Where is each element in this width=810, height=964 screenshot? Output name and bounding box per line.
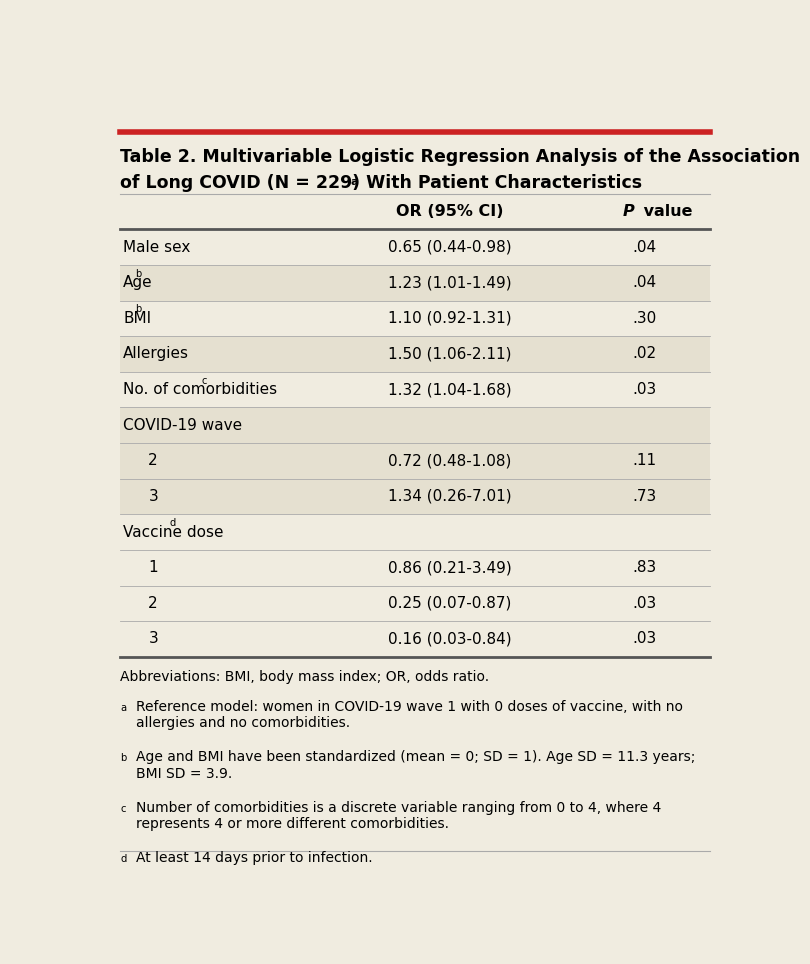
Bar <box>120 229 710 265</box>
Text: 2: 2 <box>148 453 158 469</box>
Text: 0.16 (0.03-0.84): 0.16 (0.03-0.84) <box>388 631 511 647</box>
Bar <box>120 265 710 301</box>
Text: .73: .73 <box>632 489 656 504</box>
Text: Abbreviations: BMI, body mass index; OR, odds ratio.: Abbreviations: BMI, body mass index; OR,… <box>120 670 489 684</box>
Text: b: b <box>135 269 141 279</box>
Bar <box>120 443 710 479</box>
Text: Age and BMI have been standardized (mean = 0; SD = 1). Age SD = 11.3 years;
BMI : Age and BMI have been standardized (mean… <box>136 750 695 781</box>
Text: .30: .30 <box>632 310 656 326</box>
Text: OR (95% CI): OR (95% CI) <box>396 204 503 219</box>
Bar <box>120 479 710 514</box>
Text: Allergies: Allergies <box>123 346 190 362</box>
Text: 2: 2 <box>148 596 158 611</box>
Text: Reference model: women in COVID-19 wave 1 with 0 doses of vaccine, with no
aller: Reference model: women in COVID-19 wave … <box>136 700 683 730</box>
Text: value: value <box>638 204 693 219</box>
Text: 0.25 (0.07-0.87): 0.25 (0.07-0.87) <box>388 596 511 611</box>
Bar <box>120 621 710 656</box>
Bar <box>120 514 710 549</box>
Text: Vaccine dose: Vaccine dose <box>123 524 224 540</box>
Bar <box>120 336 710 372</box>
Text: .11: .11 <box>632 453 656 469</box>
Text: 3: 3 <box>148 489 158 504</box>
Text: 0.65 (0.44-0.98): 0.65 (0.44-0.98) <box>388 240 511 254</box>
Text: b: b <box>120 753 126 763</box>
Text: b: b <box>135 305 141 314</box>
Text: 1.32 (1.04-1.68): 1.32 (1.04-1.68) <box>388 382 511 397</box>
Text: 3: 3 <box>148 631 158 647</box>
Text: .03: .03 <box>632 382 656 397</box>
Text: c: c <box>120 804 126 814</box>
Text: No. of comorbidities: No. of comorbidities <box>123 382 277 397</box>
Text: 1: 1 <box>148 560 158 576</box>
Text: 0.72 (0.48-1.08): 0.72 (0.48-1.08) <box>388 453 511 469</box>
Text: Age: Age <box>123 275 153 290</box>
Text: .04: .04 <box>632 240 656 254</box>
Text: .03: .03 <box>632 631 656 647</box>
Text: a: a <box>120 703 126 712</box>
Text: At least 14 days prior to infection.: At least 14 days prior to infection. <box>136 851 373 866</box>
Text: P: P <box>622 204 634 219</box>
Bar <box>120 585 710 621</box>
Bar <box>120 408 710 443</box>
Text: 1.34 (0.26-7.01): 1.34 (0.26-7.01) <box>388 489 511 504</box>
Text: .04: .04 <box>632 275 656 290</box>
Text: d: d <box>120 854 126 865</box>
Text: COVID-19 wave: COVID-19 wave <box>123 417 242 433</box>
Text: BMI: BMI <box>123 310 151 326</box>
Bar <box>120 372 710 408</box>
Text: of Long COVID (N = 229) With Patient Characteristics: of Long COVID (N = 229) With Patient Cha… <box>120 174 642 192</box>
Text: Male sex: Male sex <box>123 240 190 254</box>
Text: .03: .03 <box>632 596 656 611</box>
Text: Table 2. Multivariable Logistic Regression Analysis of the Association: Table 2. Multivariable Logistic Regressi… <box>120 148 800 167</box>
Text: 1.23 (1.01-1.49): 1.23 (1.01-1.49) <box>388 275 511 290</box>
Text: 1.50 (1.06-2.11): 1.50 (1.06-2.11) <box>388 346 511 362</box>
Text: 1.10 (0.92-1.31): 1.10 (0.92-1.31) <box>388 310 511 326</box>
Text: c: c <box>201 376 207 386</box>
Bar <box>120 549 710 585</box>
Text: a: a <box>350 177 358 187</box>
Text: d: d <box>170 519 177 528</box>
Bar <box>120 301 710 336</box>
Text: Number of comorbidities is a discrete variable ranging from 0 to 4, where 4
repr: Number of comorbidities is a discrete va… <box>136 801 661 831</box>
Text: .02: .02 <box>632 346 656 362</box>
Text: 0.86 (0.21-3.49): 0.86 (0.21-3.49) <box>388 560 512 576</box>
Text: .83: .83 <box>632 560 656 576</box>
